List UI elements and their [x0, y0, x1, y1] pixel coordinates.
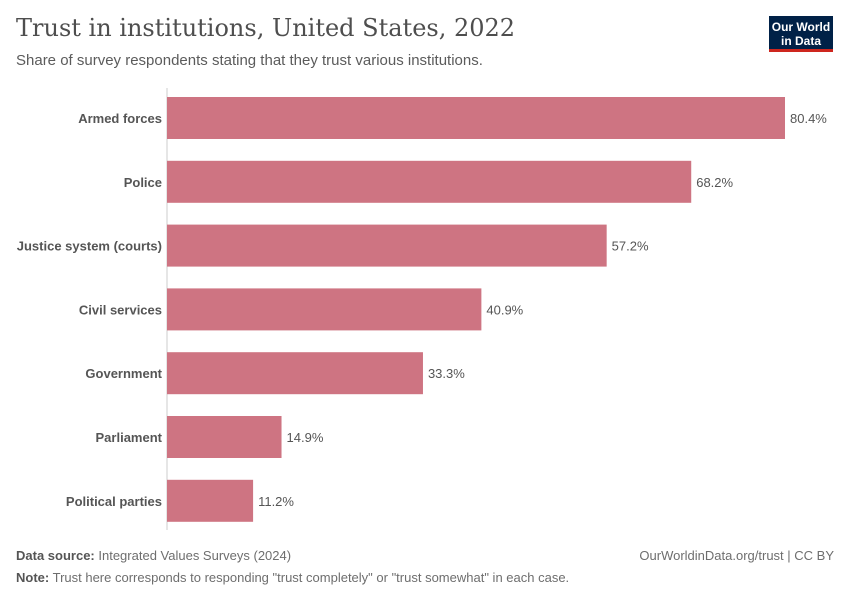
- category-label: Government: [85, 366, 162, 381]
- bar[interactable]: [167, 352, 423, 395]
- value-label: 11.2%: [258, 494, 294, 509]
- category-label: Justice system (courts): [17, 239, 162, 254]
- bar[interactable]: [167, 288, 482, 331]
- chart-title: Trust in institutions, United States, 20…: [16, 14, 516, 42]
- bar[interactable]: [167, 416, 282, 458]
- category-label: Police: [124, 175, 162, 190]
- chart-subtitle: Share of survey respondents stating that…: [16, 52, 483, 69]
- value-label: 33.3%: [428, 366, 465, 381]
- bar[interactable]: [167, 479, 254, 522]
- category-label: Political parties: [66, 494, 162, 509]
- value-label: 14.9%: [287, 430, 324, 445]
- source-link[interactable]: Integrated Values Surveys (2024): [98, 548, 292, 563]
- note: Note: Trust here corresponds to respondi…: [16, 570, 570, 585]
- category-label: Parliament: [96, 430, 163, 445]
- value-label: 57.2%: [612, 239, 649, 254]
- bar[interactable]: [167, 160, 692, 203]
- value-label: 80.4%: [790, 111, 827, 126]
- value-label: 68.2%: [696, 175, 733, 190]
- bar[interactable]: [167, 97, 785, 139]
- owid-logo[interactable]: Our World in Data: [769, 16, 833, 52]
- category-label: Civil services: [79, 302, 162, 317]
- category-label: Armed forces: [78, 111, 162, 126]
- value-label: 40.9%: [486, 302, 523, 317]
- data-source: Data source: Integrated Values Surveys (…: [16, 548, 292, 563]
- source-url[interactable]: OurWorldinData.org/trust | CC BY: [639, 548, 834, 563]
- bar[interactable]: [167, 224, 607, 267]
